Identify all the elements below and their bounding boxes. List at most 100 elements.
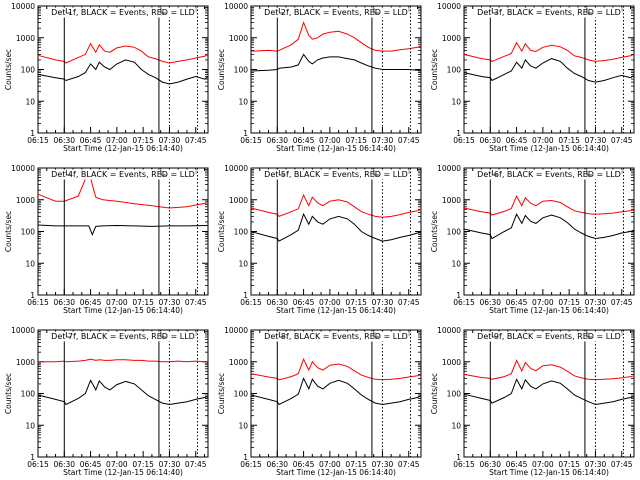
x-tick-label: 07:15 bbox=[558, 298, 580, 307]
x-tick-label: 06:15 bbox=[240, 298, 262, 307]
x-tick-label: 07:45 bbox=[611, 298, 633, 307]
y-tick-label: 1000 bbox=[442, 196, 461, 205]
y-tick-label: 1000 bbox=[442, 358, 461, 367]
x-tick-label: 07:45 bbox=[611, 460, 633, 469]
y-tick-label: 10 bbox=[238, 259, 248, 268]
y-tick-label: 100 bbox=[234, 390, 249, 399]
x-tick-label: 06:30 bbox=[53, 298, 75, 307]
x-tick-label: 06:15 bbox=[27, 298, 49, 307]
x-tick-label: 07:15 bbox=[132, 460, 154, 469]
events-series-line bbox=[463, 213, 635, 240]
plot-frame bbox=[37, 329, 209, 458]
y-tick-label: 100 bbox=[234, 66, 249, 75]
x-tick-label: 06:30 bbox=[266, 460, 288, 469]
y-tick-label: 10000 bbox=[224, 326, 248, 335]
chart-panel-2: 1 10 100 1000 10000 06:15 06:30 06:45 07:00 07:15… bbox=[217, 2, 422, 153]
x-tick-label: 07:45 bbox=[398, 136, 420, 145]
corner-marker bbox=[65, 8, 72, 14]
lld-series-line bbox=[463, 359, 635, 381]
y-tick-label: 1000 bbox=[442, 34, 461, 43]
corner-marker bbox=[65, 332, 72, 338]
x-tick-label: 06:30 bbox=[53, 460, 75, 469]
x-axis-label: Start Time (12-Jan-15 06:14:40) bbox=[276, 306, 396, 315]
y-tick-label: 100 bbox=[447, 390, 462, 399]
lld-series-line bbox=[250, 357, 422, 381]
x-tick-label: 07:30 bbox=[585, 460, 607, 469]
corner-marker bbox=[586, 332, 592, 338]
x-tick-label: 07:00 bbox=[319, 298, 341, 307]
x-tick-label: 07:15 bbox=[345, 460, 367, 469]
corner-marker bbox=[373, 332, 379, 338]
x-tick-label: 06:45 bbox=[506, 298, 528, 307]
chart-title: Det 5f, BLACK = Events, RED = LLD bbox=[264, 170, 408, 179]
corner-marker bbox=[586, 170, 592, 176]
x-tick-label: 06:30 bbox=[479, 460, 501, 469]
x-tick-label: 07:45 bbox=[185, 298, 207, 307]
lld-series-line bbox=[463, 41, 635, 62]
x-tick-label: 07:45 bbox=[398, 298, 420, 307]
x-tick-label: 07:30 bbox=[159, 298, 181, 307]
lld-series-line bbox=[250, 21, 422, 52]
x-tick-label: 06:45 bbox=[293, 136, 315, 145]
x-axis-label: Start Time (12-Jan-15 06:14:40) bbox=[489, 144, 609, 153]
corner-marker bbox=[160, 332, 166, 338]
x-tick-label: 06:15 bbox=[453, 298, 475, 307]
title-background bbox=[263, 331, 409, 342]
corner-marker bbox=[65, 170, 72, 176]
y-tick-label: 1 bbox=[243, 453, 248, 462]
y-tick-label: 10 bbox=[238, 421, 248, 430]
x-tick-label: 07:00 bbox=[106, 460, 128, 469]
events-series-line bbox=[463, 378, 635, 406]
y-tick-label: 100 bbox=[234, 228, 249, 237]
x-tick-label: 06:30 bbox=[53, 136, 75, 145]
x-tick-label: 07:30 bbox=[159, 136, 181, 145]
chart-panel-3: 1 10 100 1000 10000 06:15 06:30 06:45 07:00 07:15… bbox=[430, 2, 635, 153]
y-tick-label: 10 bbox=[451, 421, 461, 430]
x-tick-label: 07:30 bbox=[585, 136, 607, 145]
y-tick-label: 10000 bbox=[437, 164, 461, 173]
y-tick-label: 1 bbox=[30, 129, 35, 138]
lld-series-line bbox=[37, 42, 209, 64]
corner-marker bbox=[160, 170, 166, 176]
chart-panel-7: 1 10 100 1000 10000 06:15 06:30 06:45 07:00 07:15… bbox=[4, 326, 209, 477]
x-tick-label: 07:45 bbox=[398, 460, 420, 469]
plot-frame bbox=[463, 5, 635, 134]
x-axis-label: Start Time (12-Jan-15 06:14:40) bbox=[276, 144, 396, 153]
y-tick-label: 1 bbox=[243, 291, 248, 300]
corner-marker bbox=[491, 8, 498, 14]
corner-marker bbox=[491, 170, 498, 176]
plot-frame bbox=[37, 167, 209, 296]
lld-series-line bbox=[38, 358, 208, 363]
y-tick-label: 10000 bbox=[11, 2, 35, 11]
chart-title: Det 9f, BLACK = Events, RED = LLD bbox=[477, 332, 621, 341]
corner-marker bbox=[373, 8, 379, 14]
y-tick-label: 1000 bbox=[229, 196, 248, 205]
chart-panel-6: 1 10 100 1000 10000 06:15 06:30 06:45 07:00 07:15… bbox=[430, 164, 635, 315]
corner-marker bbox=[373, 170, 379, 176]
y-tick-label: 10000 bbox=[224, 2, 248, 11]
x-tick-label: 06:30 bbox=[479, 136, 501, 145]
y-tick-label: 10 bbox=[25, 259, 35, 268]
x-tick-label: 07:45 bbox=[185, 460, 207, 469]
y-tick-label: 10000 bbox=[437, 326, 461, 335]
x-axis-label: Start Time (12-Jan-15 06:14:40) bbox=[489, 468, 609, 477]
chart-panel-1: 1 10 100 1000 10000 06:15 06:30 06:45 07:00 07:15… bbox=[4, 2, 209, 153]
lld-series-line bbox=[37, 169, 209, 209]
y-tick-label: 10000 bbox=[437, 2, 461, 11]
x-axis-label: Start Time (12-Jan-15 06:14:40) bbox=[276, 468, 396, 477]
events-series-line bbox=[250, 53, 422, 72]
chart-title: Det 3f, BLACK = Events, RED = LLD bbox=[477, 8, 621, 17]
y-axis-label: Counts/sec bbox=[430, 49, 439, 90]
x-tick-label: 07:15 bbox=[558, 460, 580, 469]
title-background bbox=[476, 331, 622, 342]
y-axis-label: Counts/sec bbox=[4, 211, 13, 252]
x-tick-label: 06:15 bbox=[240, 136, 262, 145]
y-tick-label: 100 bbox=[447, 66, 462, 75]
corner-marker bbox=[586, 8, 592, 14]
chart-panel-4: 1 10 100 1000 10000 06:15 06:30 06:45 07:00 07:15… bbox=[4, 164, 209, 315]
x-tick-label: 07:30 bbox=[159, 460, 181, 469]
y-tick-label: 1 bbox=[456, 453, 461, 462]
y-tick-label: 100 bbox=[447, 228, 462, 237]
chart-title: Det 1f, BLACK = Events, RED = LLD bbox=[51, 8, 195, 17]
